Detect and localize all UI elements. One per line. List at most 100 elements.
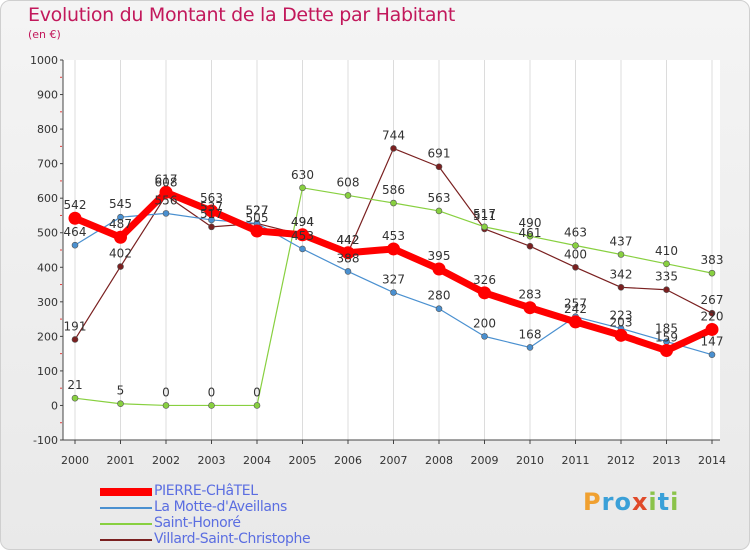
data-point: [253, 402, 261, 409]
data-label: 283: [519, 288, 542, 302]
x-tick-label: 2005: [289, 454, 317, 467]
data-point: [390, 289, 397, 296]
data-label: 542: [64, 198, 87, 212]
data-label: 410: [655, 244, 678, 258]
data-point: [159, 185, 173, 199]
data-point: [617, 251, 625, 258]
data-label: 191: [64, 319, 87, 333]
x-tick-label: 2009: [471, 454, 499, 467]
data-label: 494: [291, 215, 314, 229]
data-label: 383: [701, 253, 724, 267]
x-tick-label: 2002: [152, 454, 180, 467]
data-label: 5: [117, 384, 125, 398]
data-label: 691: [428, 147, 451, 161]
data-point: [71, 394, 79, 402]
x-tick-label: 2006: [334, 454, 362, 467]
data-point: [435, 207, 443, 215]
data-point: [708, 351, 716, 358]
data-label: 223: [610, 308, 633, 322]
y-tick-label: -100: [33, 434, 58, 447]
data-label: 453: [291, 229, 314, 243]
data-label: 487: [109, 217, 132, 231]
data-label: 342: [610, 267, 633, 281]
data-point: [117, 263, 124, 270]
data-point: [663, 286, 670, 294]
data-point: [614, 328, 628, 342]
data-label: 402: [109, 247, 132, 261]
data-label: 0: [253, 385, 261, 399]
data-label: 556: [155, 193, 178, 207]
data-label: 437: [610, 234, 633, 248]
data-point: [705, 322, 719, 336]
data-label: 220: [701, 309, 724, 323]
data-label: 517: [200, 207, 223, 221]
data-point: [526, 232, 534, 240]
data-point: [435, 305, 443, 313]
data-point: [432, 262, 446, 276]
data-label: 200: [473, 316, 496, 330]
y-tick-label: 600: [37, 192, 58, 205]
y-tick-label: 700: [37, 158, 58, 171]
data-label: 327: [382, 272, 405, 286]
data-point: [299, 245, 306, 253]
data-point: [296, 228, 309, 242]
data-point: [481, 223, 488, 231]
y-tick-label: 300: [37, 296, 58, 309]
data-label: 630: [291, 168, 314, 182]
data-label: 463: [564, 226, 587, 240]
data-point: [660, 344, 673, 358]
data-point: [208, 223, 215, 231]
y-tick-label: 800: [37, 123, 58, 136]
data-label: 185: [655, 322, 678, 336]
data-point: [71, 241, 79, 249]
data-label: 527: [246, 203, 269, 217]
data-label: 617: [155, 172, 178, 186]
legend-swatch: [100, 488, 152, 496]
data-point: [341, 246, 355, 260]
x-tick-label: 2003: [198, 454, 226, 467]
data-point: [205, 204, 218, 218]
data-point: [344, 192, 352, 199]
y-tick-label: 900: [37, 89, 58, 102]
x-tick-label: 2011: [562, 454, 590, 467]
data-label: 505: [246, 211, 269, 225]
data-label: 744: [382, 128, 405, 142]
data-point: [572, 263, 579, 271]
data-label: 267: [701, 293, 724, 307]
data-point: [708, 309, 716, 317]
legend-label: Saint-Honoré: [154, 515, 241, 531]
data-label: 147: [701, 335, 724, 349]
data-label: 464: [64, 225, 87, 239]
data-point: [526, 242, 534, 250]
data-label: 586: [382, 183, 405, 197]
data-point: [114, 230, 127, 244]
legend-label: Villard-Saint-Christophe: [154, 531, 311, 547]
x-tick-label: 2008: [425, 454, 453, 467]
data-label: 203: [610, 315, 633, 329]
data-label: 21: [67, 378, 82, 392]
y-tick-label: 0: [51, 399, 58, 412]
y-tick-label: 200: [37, 330, 58, 343]
data-point: [663, 260, 670, 268]
data-label: 608: [155, 175, 178, 189]
data-label: 461: [519, 226, 542, 240]
x-tick-label: 2000: [61, 454, 89, 467]
x-tick-label: 2012: [607, 454, 635, 467]
data-label: 563: [428, 191, 451, 205]
data-label: 545: [109, 197, 132, 211]
data-point: [569, 315, 582, 329]
x-tick-label: 2004: [243, 454, 271, 467]
data-point: [162, 402, 170, 409]
data-label: 326: [473, 273, 496, 287]
data-point: [572, 242, 579, 249]
legend-swatch: [100, 523, 152, 525]
data-point: [481, 333, 488, 340]
data-label: 453: [382, 229, 405, 243]
data-point: [250, 224, 264, 238]
data-point: [117, 213, 124, 221]
data-label: 563: [200, 191, 223, 205]
data-point: [68, 211, 82, 225]
data-label: 335: [655, 270, 678, 284]
data-point: [617, 284, 625, 291]
chart-subtitle: (en €): [28, 28, 61, 41]
